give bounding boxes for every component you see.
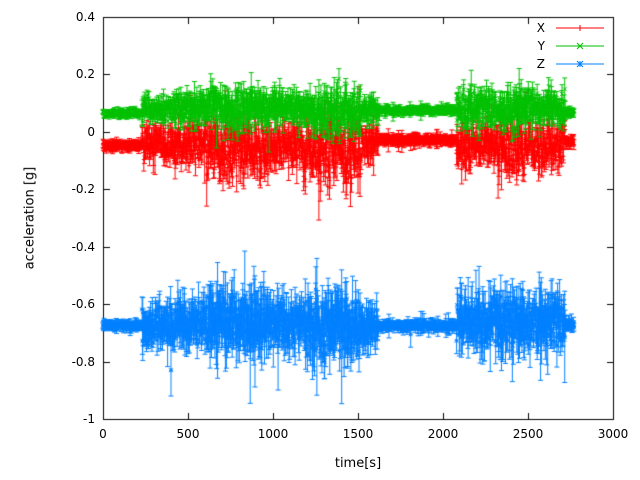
legend-label-y: Y [537, 39, 545, 53]
legend-entry-z: Z [537, 57, 606, 71]
legend-label-z: Z [536, 57, 545, 71]
legend-sample-z-icon [556, 60, 604, 68]
y-tick-label: -0.8 [71, 354, 95, 369]
legend-sample-y-icon [556, 42, 604, 50]
y-tick-label: 0 [87, 124, 95, 139]
legend-label-x: X [536, 21, 545, 35]
y-tick-label: -0.4 [71, 239, 95, 254]
x-tick-label: 500 [176, 427, 200, 441]
y-tick-label: -0.2 [71, 182, 95, 197]
y-tick-label: 0.2 [75, 67, 95, 82]
x-tick-label: 0 [99, 427, 107, 441]
legend-entry-y: Y [537, 39, 606, 53]
legend-entry-x: X [537, 21, 606, 35]
x-tick-label: 3000 [597, 427, 629, 441]
x-tick-label: 2500 [512, 427, 544, 441]
x-tick-label: 1000 [257, 427, 289, 441]
x-axis-label: time[s] [334, 456, 382, 471]
y-tick-label: -1 [83, 412, 95, 426]
y-tick-label: -0.6 [71, 297, 95, 312]
legend-sample-x-icon [556, 25, 604, 31]
x-tick-label: 2000 [427, 427, 459, 441]
y-tick-label: 0.4 [75, 10, 95, 24]
legend: X Y Z [537, 21, 606, 71]
x-tick-label: 1500 [342, 427, 374, 441]
